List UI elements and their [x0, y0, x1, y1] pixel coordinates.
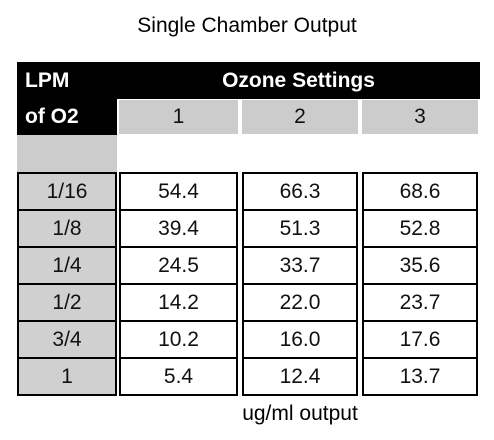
setting-header: 1: [118, 99, 239, 135]
value-cell: 54.4: [119, 172, 238, 211]
header-bg: [17, 62, 480, 99]
value-cell: 39.4: [119, 209, 238, 248]
value-cell: 66.3: [242, 172, 358, 211]
title: Single Chamber Output: [137, 14, 357, 37]
spacer: [17, 135, 117, 172]
value-cell: 24.5: [119, 246, 238, 285]
value-cell: 23.7: [362, 283, 478, 322]
value-cell: 12.4: [242, 357, 358, 396]
value-cell: 52.8: [362, 209, 478, 248]
row-label: 1/2: [17, 283, 117, 322]
value-cell: 51.3: [242, 209, 358, 248]
row-label: 3/4: [17, 320, 117, 359]
value-cell: 68.6: [362, 172, 478, 211]
value-cell: 14.2: [119, 283, 238, 322]
row-label: 1/16: [17, 172, 117, 211]
row-label: 1: [17, 357, 117, 396]
value-cell: 33.7: [242, 246, 358, 285]
footer: ug/ml output: [242, 402, 358, 425]
value-cell: 13.7: [362, 357, 478, 396]
header-ozone: Ozone Settings: [222, 68, 375, 92]
value-cell: 5.4: [119, 357, 238, 396]
value-cell: 16.0: [242, 320, 358, 359]
value-cell: 10.2: [119, 320, 238, 359]
header-lpm: LPM: [25, 68, 70, 92]
subheader-o2: of O2: [17, 99, 117, 135]
row-label: 1/8: [17, 209, 117, 248]
value-cell: 22.0: [242, 283, 358, 322]
row-label: 1/4: [17, 246, 117, 285]
setting-header: 3: [361, 99, 479, 135]
value-cell: 17.6: [362, 320, 478, 359]
value-cell: 35.6: [362, 246, 478, 285]
setting-header: 2: [241, 99, 359, 135]
